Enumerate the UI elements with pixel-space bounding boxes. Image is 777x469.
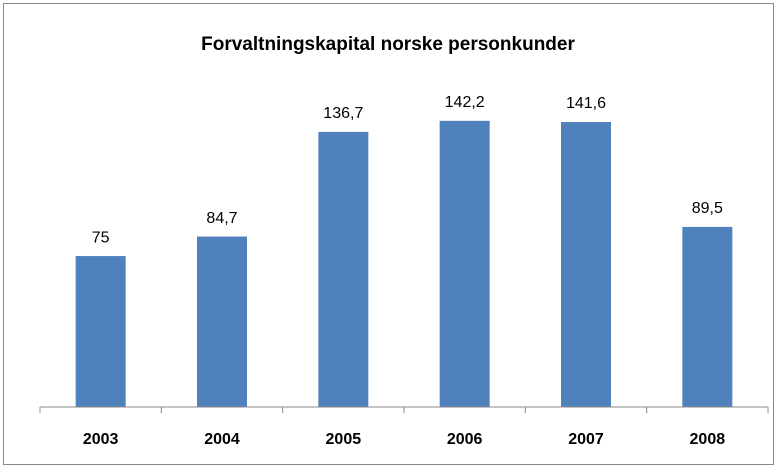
bar (439, 120, 490, 407)
bar (197, 236, 247, 407)
data-label: 142,2 (445, 94, 485, 111)
data-label: 89,5 (692, 200, 723, 217)
x-tick-label: 2003 (83, 431, 119, 448)
chart-border (3, 3, 774, 465)
chart-title: Forvaltningskapital norske personkunder (201, 34, 575, 55)
x-tick-label: 2005 (326, 431, 362, 448)
x-tick-label: 2004 (204, 431, 240, 448)
bar (561, 122, 611, 407)
data-label: 75 (92, 229, 110, 246)
data-label: 141,6 (566, 95, 606, 112)
x-tick-label: 2006 (447, 431, 483, 448)
bar (318, 131, 369, 408)
x-tick-label: 2007 (568, 431, 604, 448)
x-tick-label: 2008 (690, 431, 726, 448)
bar (75, 256, 126, 407)
data-label: 136,7 (323, 105, 363, 122)
bar (682, 226, 733, 407)
data-label: 84,7 (206, 210, 237, 227)
